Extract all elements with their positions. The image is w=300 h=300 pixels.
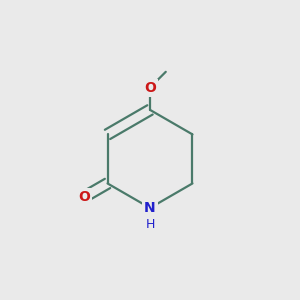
Text: N: N <box>144 201 156 215</box>
Text: O: O <box>144 81 156 94</box>
Text: H: H <box>145 218 155 231</box>
Text: O: O <box>78 190 90 204</box>
